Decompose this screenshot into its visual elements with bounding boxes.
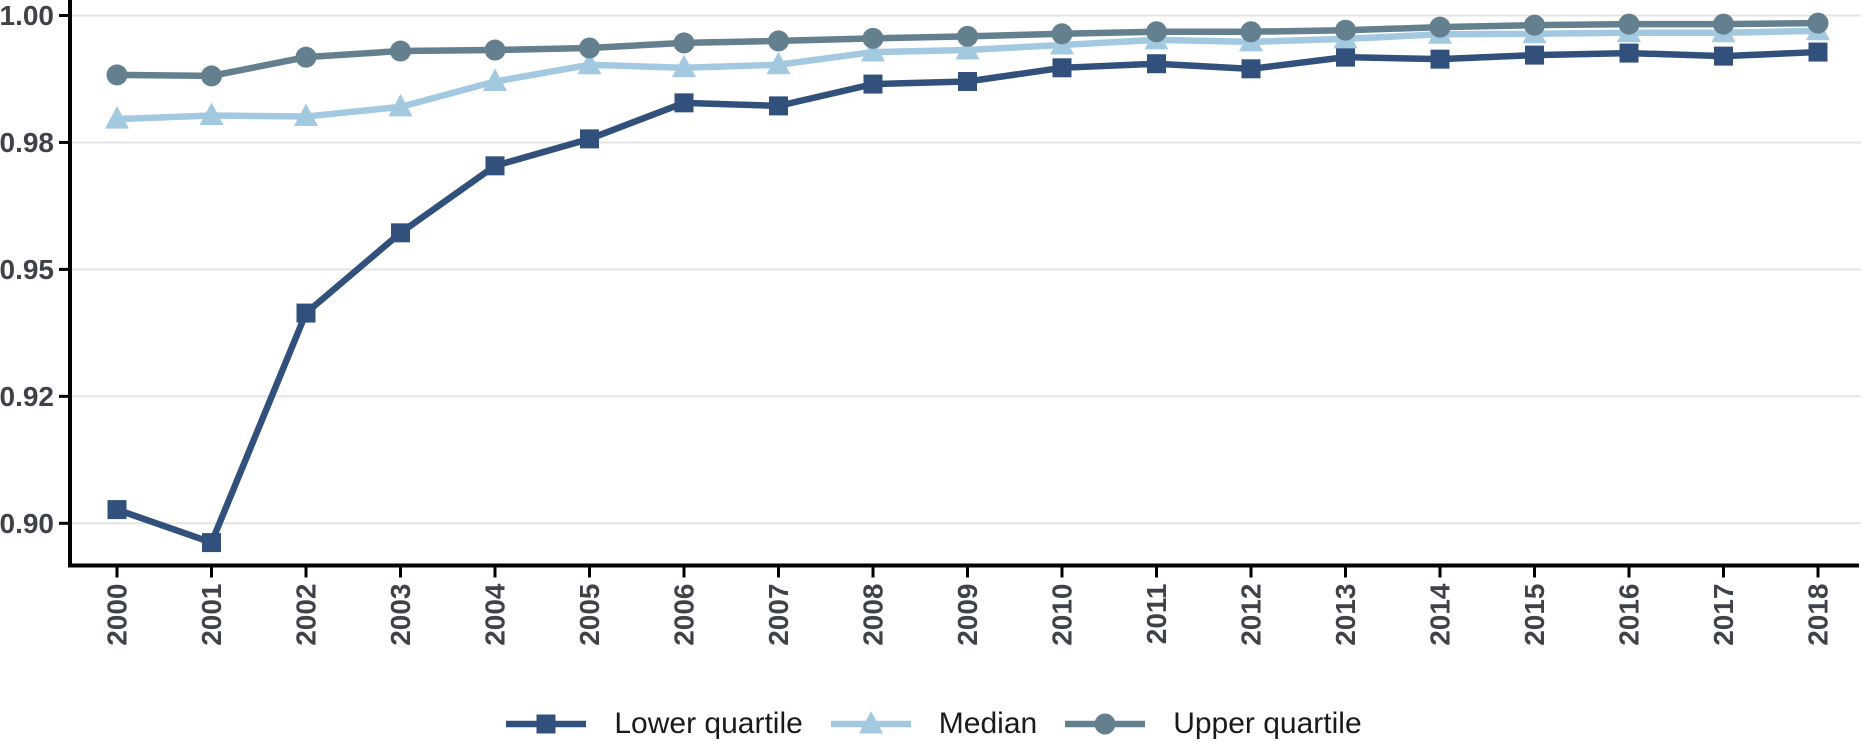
legend-label-lower-quartile: Lower quartile bbox=[614, 707, 803, 740]
svg-text:2013: 2013 bbox=[1330, 584, 1361, 646]
svg-text:2014: 2014 bbox=[1425, 583, 1456, 646]
legend-triangle-marker-icon bbox=[830, 711, 911, 734]
legend-item-median: Median bbox=[829, 707, 1037, 741]
svg-text:1.00: 1.00 bbox=[0, 0, 54, 31]
svg-text:2006: 2006 bbox=[669, 584, 700, 646]
svg-text:2005: 2005 bbox=[574, 584, 605, 646]
svg-text:2018: 2018 bbox=[1803, 584, 1834, 646]
svg-text:2000: 2000 bbox=[102, 584, 133, 646]
svg-text:2007: 2007 bbox=[763, 584, 794, 646]
svg-text:2004: 2004 bbox=[480, 583, 511, 646]
legend: Lower quartile Median Upper quartile bbox=[0, 707, 1866, 741]
svg-text:2009: 2009 bbox=[952, 584, 983, 646]
svg-text:2016: 2016 bbox=[1614, 584, 1645, 646]
legend-item-lower-quartile: Lower quartile bbox=[504, 707, 803, 741]
svg-text:2002: 2002 bbox=[291, 584, 322, 646]
svg-text:0.95: 0.95 bbox=[0, 254, 54, 285]
legend-square-marker-icon bbox=[506, 714, 587, 734]
svg-text:2017: 2017 bbox=[1708, 584, 1739, 646]
svg-text:0.92: 0.92 bbox=[0, 381, 54, 412]
svg-text:2015: 2015 bbox=[1519, 584, 1550, 646]
svg-text:2011: 2011 bbox=[1141, 584, 1172, 645]
legend-item-upper-quartile: Upper quartile bbox=[1063, 707, 1362, 741]
svg-text:2003: 2003 bbox=[385, 584, 416, 646]
svg-text:2008: 2008 bbox=[858, 584, 889, 646]
legend-label-median: Median bbox=[938, 707, 1038, 740]
legend-circle-marker-icon bbox=[1065, 713, 1146, 735]
plot-area: 0.90 0.92 0.95 0.98 1.00 2000 2001 2002 2003 2004… bbox=[0, 0, 1861, 646]
legend-label-upper-quartile: Upper quartile bbox=[1173, 707, 1362, 740]
svg-text:2010: 2010 bbox=[1047, 584, 1078, 646]
svg-text:2001: 2001 bbox=[196, 584, 227, 646]
svg-text:0.98: 0.98 bbox=[0, 127, 54, 158]
svg-text:0.90: 0.90 bbox=[0, 508, 54, 539]
svg-text:2012: 2012 bbox=[1236, 584, 1267, 646]
